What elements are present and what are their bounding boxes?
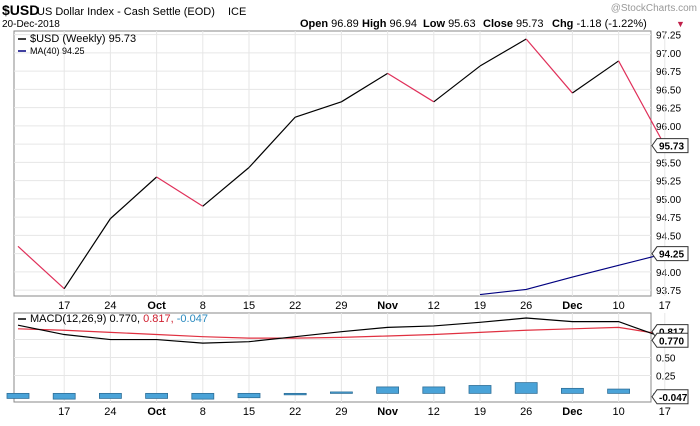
price-xtick-label: Nov xyxy=(377,300,399,312)
histogram-last-tag: -0.047 xyxy=(659,393,688,404)
price-xtick-label: 10 xyxy=(612,300,624,312)
price-ytick-label: 96.25 xyxy=(656,104,681,115)
watermark: @StockCharts.com xyxy=(611,3,697,14)
price-last-tag-box xyxy=(651,138,689,154)
legend-ma40: MA(40) 94.25 xyxy=(30,46,85,56)
macd-histogram-bar xyxy=(468,385,492,394)
macd-xtick-label: 12 xyxy=(428,406,440,418)
price-ytick-label: 96.00 xyxy=(656,122,681,133)
macd-xtick-label: 22 xyxy=(289,406,301,418)
histogram-last-tag-box xyxy=(651,389,689,405)
macd-xtick-label: Dec xyxy=(562,406,582,418)
price-last-tag: 95.73 xyxy=(659,142,684,153)
price-ytick-label: 94.50 xyxy=(656,231,681,242)
macd-histogram-bar xyxy=(145,392,169,399)
macd-histogram-bar xyxy=(52,392,76,400)
price-xtick-label: 15 xyxy=(243,300,255,312)
macd-histogram-bar xyxy=(6,392,30,399)
price-xtick-label: 26 xyxy=(520,300,532,312)
price-line-segment xyxy=(109,176,158,220)
price-ytick-label: 93.75 xyxy=(656,286,681,297)
price-ytick-label: 94.00 xyxy=(656,268,681,279)
macd-signal-line xyxy=(17,326,665,339)
ohlc-high: High 96.94 xyxy=(362,18,417,30)
price-xtick-label: 8 xyxy=(200,300,206,312)
macd-xtick-label: 26 xyxy=(520,406,532,418)
price-ytick-label: 94.75 xyxy=(656,213,681,224)
price-xtick-label: 29 xyxy=(335,300,347,312)
macd-ytick-label: 0.50 xyxy=(656,354,676,365)
macd-xtick-label: 17 xyxy=(58,406,70,418)
price-line-segment xyxy=(618,60,666,146)
macd-histogram-bar xyxy=(237,392,261,399)
macd-xtick-label: 29 xyxy=(335,406,347,418)
price-line-segment xyxy=(525,38,573,94)
legend-usd: $USD (Weekly) 95.73 xyxy=(30,33,136,45)
macd-xtick-label: 24 xyxy=(104,406,116,418)
price-xtick-label: 22 xyxy=(289,300,301,312)
price-ytick-label: 96.75 xyxy=(656,67,681,78)
macd-line xyxy=(17,317,666,344)
ma40-last-tag-box xyxy=(651,246,689,262)
price-ytick-label: 97.25 xyxy=(656,31,681,42)
macd-xtick-label: 17 xyxy=(659,406,671,418)
macd-histogram-bar xyxy=(283,392,307,396)
ohlc-chg: Chg -1.18 (-1.22%) xyxy=(552,18,647,30)
macd-last-tag-box xyxy=(651,332,689,348)
exchange-label: ICE xyxy=(228,6,246,18)
macd-histogram-bar xyxy=(99,392,122,399)
macd-xtick-label: 8 xyxy=(200,406,206,418)
macd-histogram-bar xyxy=(607,388,630,394)
macd-histogram-bar xyxy=(329,391,353,394)
chart-date: 20-Dec-2018 xyxy=(2,19,60,30)
price-xtick-label: 19 xyxy=(474,300,486,312)
macd-histogram-bar xyxy=(376,386,400,394)
price-ytick-label: 97.00 xyxy=(656,49,681,60)
macd-histogram-bar xyxy=(422,386,446,394)
price-line-segment xyxy=(387,72,435,103)
price-xtick-label: 12 xyxy=(428,300,440,312)
macd-last-tag: 0.770 xyxy=(659,336,684,347)
price-xtick-label: Dec xyxy=(562,300,582,312)
price-ytick-label: 95.50 xyxy=(656,158,681,169)
legend-macd: MACD(12,26,9) 0.770, 0.817, -0.047 xyxy=(30,313,208,325)
price-xtick-label: 17 xyxy=(58,300,70,312)
price-line-segment xyxy=(156,176,204,207)
ma40-line xyxy=(479,253,665,296)
price-xtick-label: Oct xyxy=(147,300,166,312)
ohlc-close: Close 95.73 xyxy=(483,18,544,30)
price-line-segment xyxy=(433,65,481,103)
price-xtick-label: 17 xyxy=(659,300,671,312)
price-line-segment xyxy=(202,167,250,207)
macd-xtick-label: 19 xyxy=(474,406,486,418)
macd-histogram-bar xyxy=(514,382,538,394)
price-line-segment xyxy=(248,116,296,168)
down-marker: ▼ xyxy=(676,19,685,29)
price-ytick-label: 96.50 xyxy=(656,85,681,96)
price-line-segment xyxy=(63,218,111,290)
price-ytick-label: 95.00 xyxy=(656,195,681,206)
macd-xtick-label: 10 xyxy=(612,406,624,418)
ohlc-low: Low 95.63 xyxy=(423,18,476,30)
ma40-last-tag: 94.25 xyxy=(659,250,684,261)
price-line-segment xyxy=(295,101,342,118)
price-xtick-label: 24 xyxy=(104,300,116,312)
ohlc-open: Open 96.89 xyxy=(300,18,359,30)
macd-ytick-label: 0.25 xyxy=(656,371,676,382)
price-panel-frame xyxy=(13,30,652,297)
price-line-segment xyxy=(572,60,619,94)
macd-xtick-label: Nov xyxy=(377,406,399,418)
price-line-segment xyxy=(341,72,388,103)
price-line-segment xyxy=(479,38,527,67)
macd-histogram-bar xyxy=(561,387,584,394)
price-ytick-label: 95.25 xyxy=(656,177,681,188)
price-line-segment xyxy=(17,245,65,290)
symbol-label: $USD xyxy=(2,2,39,18)
macd-xtick-label: 15 xyxy=(243,406,255,418)
symbol-name: US Dollar Index - Cash Settle (EOD) xyxy=(37,6,215,18)
macd-histogram-bar xyxy=(191,392,215,400)
macd-xtick-label: Oct xyxy=(147,406,166,418)
